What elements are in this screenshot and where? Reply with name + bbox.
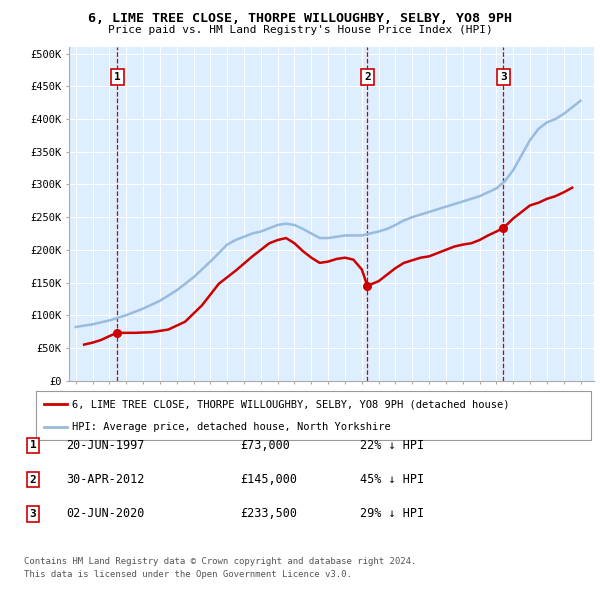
Text: 1: 1 [114,71,121,81]
Text: Contains HM Land Registry data © Crown copyright and database right 2024.: Contains HM Land Registry data © Crown c… [24,558,416,566]
Text: £233,500: £233,500 [240,507,297,520]
Text: £73,000: £73,000 [240,439,290,452]
Text: This data is licensed under the Open Government Licence v3.0.: This data is licensed under the Open Gov… [24,571,352,579]
Text: 20-JUN-1997: 20-JUN-1997 [66,439,145,452]
Text: 1: 1 [29,441,37,450]
Text: £145,000: £145,000 [240,473,297,486]
Text: 6, LIME TREE CLOSE, THORPE WILLOUGHBY, SELBY, YO8 9PH (detached house): 6, LIME TREE CLOSE, THORPE WILLOUGHBY, S… [72,399,509,409]
Text: 2: 2 [364,71,371,81]
Text: 22% ↓ HPI: 22% ↓ HPI [360,439,424,452]
Text: 6, LIME TREE CLOSE, THORPE WILLOUGHBY, SELBY, YO8 9PH: 6, LIME TREE CLOSE, THORPE WILLOUGHBY, S… [88,12,512,25]
Text: 29% ↓ HPI: 29% ↓ HPI [360,507,424,520]
Text: 45% ↓ HPI: 45% ↓ HPI [360,473,424,486]
Text: HPI: Average price, detached house, North Yorkshire: HPI: Average price, detached house, Nort… [72,422,391,432]
Text: Price paid vs. HM Land Registry's House Price Index (HPI): Price paid vs. HM Land Registry's House … [107,25,493,35]
Text: 30-APR-2012: 30-APR-2012 [66,473,145,486]
Text: 3: 3 [29,509,37,519]
Text: 3: 3 [500,71,507,81]
Text: 02-JUN-2020: 02-JUN-2020 [66,507,145,520]
Text: 2: 2 [29,475,37,484]
